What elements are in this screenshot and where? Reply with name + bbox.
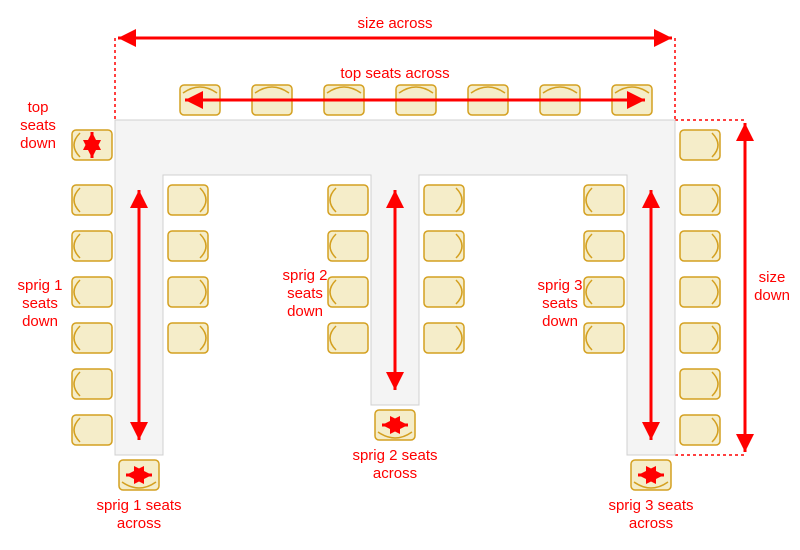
sprig1-left-seat — [72, 185, 112, 215]
dimension-label: sizedown — [754, 269, 790, 304]
sprig2-right-seat — [424, 323, 464, 353]
sprig2-left-seat — [328, 185, 368, 215]
dimension-label: sprig 3 seatsacross — [608, 497, 693, 532]
dimension-label: sprig 1 seatsacross — [96, 497, 181, 532]
seating-diagram: size across top seats across topseatsdown s… — [0, 0, 800, 550]
sprig1-left-seat — [72, 415, 112, 445]
sprig1-right-seat — [168, 185, 208, 215]
sprig3-left-seat — [584, 231, 624, 261]
sprig1-right-seat — [168, 323, 208, 353]
sprig1-left-seat — [72, 277, 112, 307]
sprig2-left-seat — [328, 323, 368, 353]
sprig1-left-seat — [72, 369, 112, 399]
sprig1-left-seat — [72, 231, 112, 261]
sprig1-right-seat — [168, 277, 208, 307]
dimension-label: sprig 3seatsdown — [537, 277, 582, 330]
sprig1-left-seat — [72, 323, 112, 353]
top-seat-down-right — [680, 130, 720, 160]
sprig3-right-seat — [680, 231, 720, 261]
sprig2-right-seat — [424, 231, 464, 261]
sprig3-left-seat — [584, 185, 624, 215]
sprig2-right-seat — [424, 185, 464, 215]
sprig3-right-seat — [680, 185, 720, 215]
sprig3-right-seat — [680, 415, 720, 445]
dimension-label: sprig 2seatsdown — [282, 267, 327, 320]
dimension-label: top seats across — [340, 65, 449, 82]
sprig3-right-seat — [680, 277, 720, 307]
sprig2-left-seat — [328, 277, 368, 307]
dimension-label: topseatsdown — [20, 99, 56, 152]
sprig1-right-seat — [168, 231, 208, 261]
sprig3-left-seat — [584, 323, 624, 353]
dimension-label: size across — [357, 15, 432, 32]
sprig2-right-seat — [424, 277, 464, 307]
dimension-label: sprig 2 seatsacross — [352, 447, 437, 482]
sprig3-left-seat — [584, 277, 624, 307]
sprig3-right-seat — [680, 323, 720, 353]
sprig2-left-seat — [328, 231, 368, 261]
dimension-label: sprig 1seatsdown — [17, 277, 62, 330]
sprig3-right-seat — [680, 369, 720, 399]
